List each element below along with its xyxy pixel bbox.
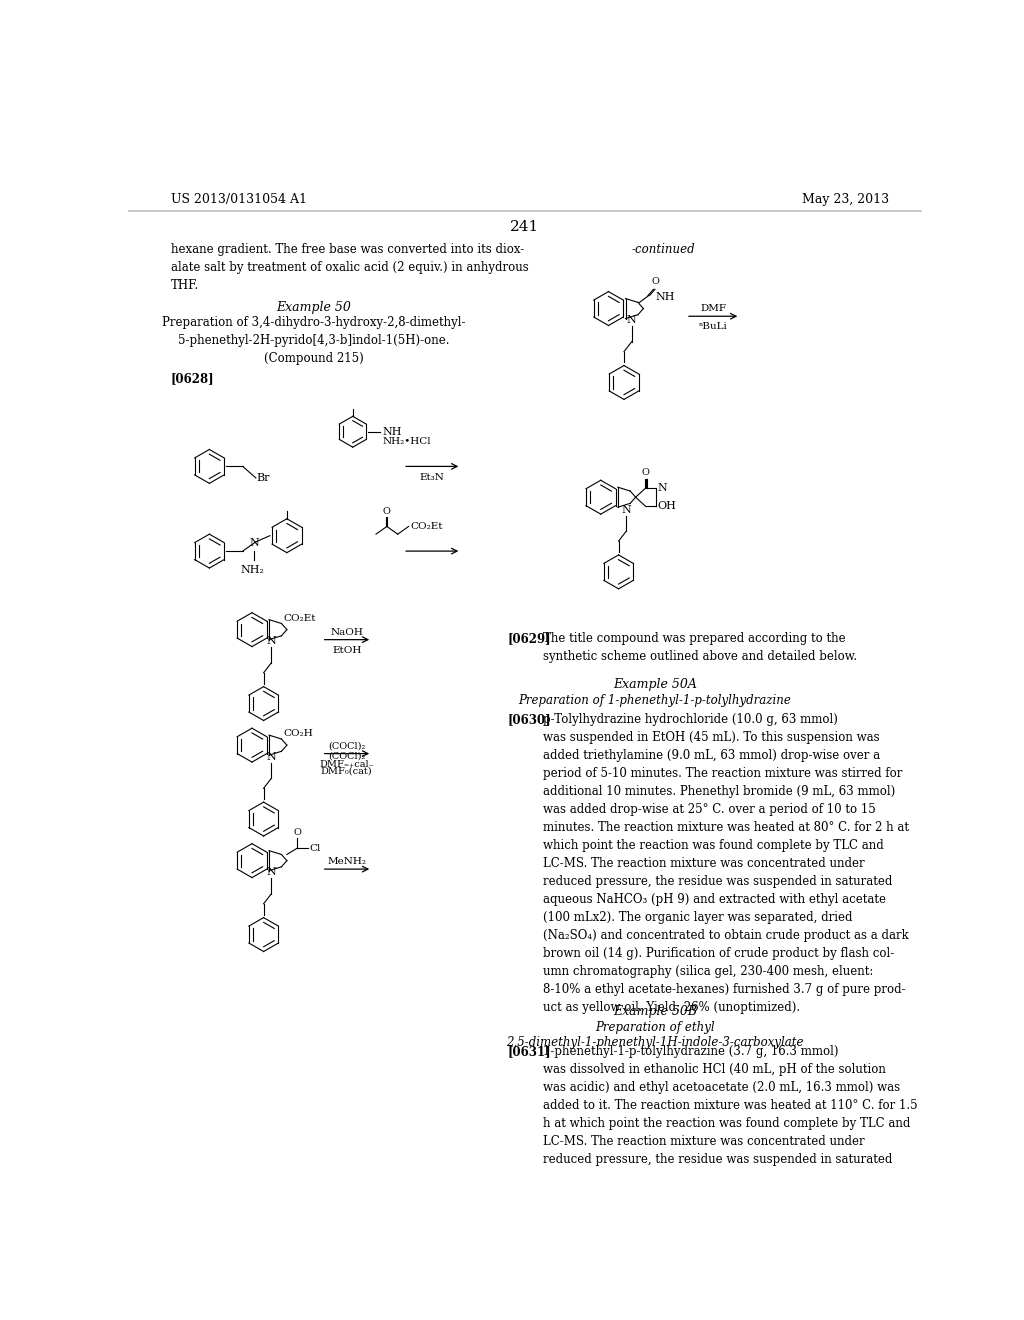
Text: (COCl)₂: (COCl)₂ [329,742,366,751]
Text: EtOH: EtOH [332,645,361,655]
Text: O: O [651,277,658,286]
Text: DMF₀(cat): DMF₀(cat) [321,767,373,776]
Text: N: N [266,636,276,647]
Text: CO₂Et: CO₂Et [410,521,442,531]
Text: NaOH: NaOH [331,627,364,636]
Text: [0630]: [0630] [508,713,551,726]
Text: CO₂Et: CO₂Et [283,614,315,623]
Text: [0629]: [0629] [508,632,551,645]
Text: DMF: DMF [700,304,726,313]
Text: Example 50: Example 50 [276,301,351,314]
Text: [0631]: [0631] [508,1045,551,1059]
Text: 241: 241 [510,220,540,234]
Text: p-Tolylhydrazine hydrochloride (10.0 g, 63 mmol)
was suspended in EtOH (45 mL). : p-Tolylhydrazine hydrochloride (10.0 g, … [543,713,908,1014]
Text: Br: Br [257,473,270,483]
Text: Preparation of 1-phenethyl-1-p-tolylhydrazine: Preparation of 1-phenethyl-1-p-tolylhydr… [518,693,792,706]
Text: hexane gradient. The free base was converted into its diox-
alate salt by treatm: hexane gradient. The free base was conve… [171,243,528,292]
Text: N: N [627,315,637,325]
Text: Example 50A: Example 50A [613,678,697,692]
Text: DMF₌₊cal₋: DMF₌₊cal₋ [319,760,375,768]
Text: NH₂: NH₂ [240,565,264,576]
Text: O: O [293,828,301,837]
Text: N: N [622,504,631,515]
Text: (COCl)₂: (COCl)₂ [328,751,366,760]
Text: N: N [266,751,276,762]
Text: Et₃N: Et₃N [420,473,444,482]
Text: Example 50B: Example 50B [613,1006,697,1019]
Text: 1-phenethyl-1-p-tolylhydrazine (3.7 g, 16.3 mmol)
was dissolved in ethanolic HCl: 1-phenethyl-1-p-tolylhydrazine (3.7 g, 1… [543,1045,918,1167]
Text: O: O [383,507,391,516]
Text: N: N [266,867,276,878]
Text: Preparation of ethyl
2,5-dimethyl-1-phenethyl-1H-indole-3-carboxylate: Preparation of ethyl 2,5-dimethyl-1-phen… [506,1020,804,1049]
Text: OH: OH [657,502,676,511]
Text: N: N [250,539,259,548]
Text: CO₂H: CO₂H [283,729,312,738]
Text: O: O [642,469,649,478]
Text: US 2013/0131054 A1: US 2013/0131054 A1 [171,193,306,206]
Text: [0628]: [0628] [171,372,214,385]
Text: Cl: Cl [309,843,321,853]
Text: N: N [657,483,667,492]
Text: ⁿBuLi: ⁿBuLi [698,322,727,331]
Text: NH₂•HCl: NH₂•HCl [382,437,431,446]
Text: MeNH₂: MeNH₂ [328,857,367,866]
Text: NH: NH [382,426,401,437]
Text: May 23, 2013: May 23, 2013 [802,193,890,206]
Text: Preparation of 3,4-dihydro-3-hydroxy-2,8-dimethyl-
5-phenethyl-2H-pyrido[4,3-b]i: Preparation of 3,4-dihydro-3-hydroxy-2,8… [162,317,466,366]
Text: -continued: -continued [632,243,695,256]
Text: NH: NH [655,292,675,302]
Text: The title compound was prepared according to the
synthetic scheme outlined above: The title compound was prepared accordin… [543,632,857,663]
